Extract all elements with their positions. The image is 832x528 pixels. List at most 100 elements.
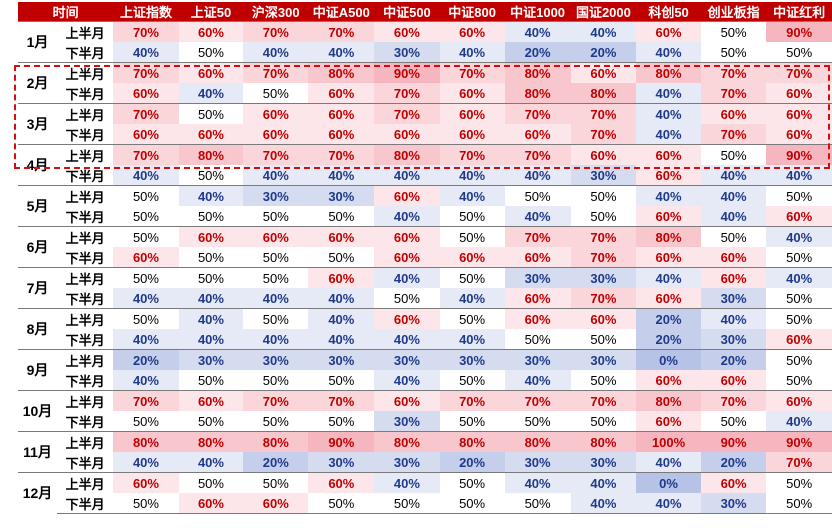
heatmap-cell: 70%: [570, 103, 637, 124]
heatmap-cell: 30%: [570, 349, 637, 370]
heatmap-cell: 20%: [439, 452, 505, 473]
heatmap-cell: 40%: [504, 370, 571, 391]
heatmap-cell: 60%: [504, 124, 571, 145]
heatmap-cell: 50%: [570, 411, 637, 432]
heatmap-cell: 60%: [374, 124, 440, 145]
heatmap-cell: 30%: [570, 452, 637, 473]
heatmap-cell: 50%: [178, 165, 244, 186]
heatmap-cell: 30%: [374, 452, 440, 473]
heatmap-cell: 60%: [243, 493, 309, 514]
heatmap-cell: 40%: [374, 165, 440, 186]
heatmap-cell: 60%: [504, 247, 571, 268]
heatmap-cell: 50%: [178, 103, 244, 124]
heatmap-cell: 40%: [766, 226, 832, 247]
heatmap-cell: 40%: [113, 165, 179, 186]
heatmap-cell: 50%: [113, 206, 179, 227]
heatmap-cell: 30%: [243, 185, 309, 206]
heatmap-cell: 60%: [113, 83, 179, 104]
heatmap-cell: 70%: [374, 83, 440, 104]
heatmap-cell: 60%: [504, 288, 571, 309]
table-row: 下半月 50% 50% 50% 50% 30% 50% 50% 50% 60% 50% 40%: [18, 411, 832, 432]
heatmap-cell: 50%: [243, 267, 309, 288]
heatmap-cell: 50%: [439, 493, 505, 514]
heatmap-cell: 60%: [374, 308, 440, 329]
column-header: 上证指数: [113, 2, 179, 22]
heatmap-cell: 80%: [570, 83, 637, 104]
heatmap-cell: 70%: [700, 124, 767, 145]
heatmap-cell: 30%: [700, 329, 767, 350]
heatmap-cell: 50%: [243, 247, 309, 268]
heatmap-cell: 40%: [308, 288, 375, 309]
heatmap-cell: 40%: [439, 42, 505, 63]
table-row: 4月 上半月 70% 80% 70% 70% 80% 70% 70% 60% 60% 50% 90%: [18, 144, 832, 186]
half-month-label: 上半月: [57, 62, 114, 83]
half-month-label: 上半月: [57, 308, 114, 329]
heatmap-cell: 60%: [374, 390, 440, 411]
heatmap-cell: 70%: [113, 390, 179, 411]
heatmap-cell: 50%: [700, 226, 767, 247]
heatmap-cell: 50%: [439, 206, 505, 227]
heatmap-cell: 30%: [700, 493, 767, 514]
heatmap-cell: 90%: [374, 62, 440, 83]
month-label: 1月: [18, 21, 57, 63]
heatmap-cell: 80%: [439, 431, 505, 452]
half-month-label: 上半月: [57, 21, 114, 42]
heatmap-cell: 40%: [178, 185, 244, 206]
heatmap-cell: 50%: [504, 329, 571, 350]
table-row: 3月 上半月 70% 50% 60% 60% 70% 60% 70% 70% 40% 60% 60%: [18, 103, 832, 145]
heatmap-cell: 30%: [178, 349, 244, 370]
heatmap-cell: 20%: [504, 42, 571, 63]
heatmap-cell: 40%: [570, 472, 637, 493]
heatmap-cell: 60%: [700, 267, 767, 288]
heatmap-cell: 70%: [700, 390, 767, 411]
half-month-label: 上半月: [57, 103, 114, 124]
heatmap-cell: 40%: [766, 267, 832, 288]
corner-header: 时间: [18, 2, 114, 22]
heatmap-cell: 40%: [178, 329, 244, 350]
half-month-label: 下半月: [57, 42, 114, 63]
heatmap-cell: 60%: [439, 124, 505, 145]
heatmap-cell: 70%: [243, 62, 309, 83]
heatmap-cell: 30%: [504, 349, 571, 370]
heatmap-cell: 50%: [570, 370, 637, 391]
heatmap-cell: 30%: [374, 411, 440, 432]
heatmap-cell: 60%: [439, 83, 505, 104]
heatmap-cell: 40%: [113, 329, 179, 350]
heatmap-cell: 40%: [178, 288, 244, 309]
half-month-label: 上半月: [57, 185, 114, 206]
header-row: 时间 上证指数 上证50 沪深300 中证A500 中证500 中证800 中证1000 国证…: [18, 2, 832, 22]
half-month-label: 上半月: [57, 472, 114, 493]
heatmap-cell: 80%: [636, 62, 701, 83]
heatmap-cell: 40%: [113, 288, 179, 309]
heatmap-cell: 40%: [504, 472, 571, 493]
heatmap-cell: 60%: [700, 472, 767, 493]
table-row: 下半月 60% 50% 50% 50% 60% 60% 60% 70% 60% 60% 50%: [18, 247, 832, 268]
heatmap-cell: 50%: [113, 185, 179, 206]
column-header: 中证A500: [308, 2, 375, 22]
heatmap-cell: 50%: [766, 288, 832, 309]
heatmap-cell: 60%: [178, 493, 244, 514]
heatmap-cell: 40%: [766, 165, 832, 186]
heatmap-cell: 40%: [636, 185, 701, 206]
heatmap-cell: 50%: [439, 226, 505, 247]
heatmap-cell: 60%: [570, 308, 637, 329]
heatmap-cell: 20%: [243, 452, 309, 473]
heatmap-cell: 50%: [113, 308, 179, 329]
heatmap-cell: 0%: [636, 349, 701, 370]
heatmap-cell: 60%: [113, 124, 179, 145]
heatmap-cell: 50%: [504, 493, 571, 514]
heatmap-cell: 70%: [308, 144, 375, 165]
month-label: 10月: [18, 390, 57, 432]
month-label: 9月: [18, 349, 57, 391]
heatmap-cell: 60%: [636, 165, 701, 186]
heatmap-cell: 40%: [700, 308, 767, 329]
heatmap-cell: 50%: [766, 472, 832, 493]
heatmap-cell: 20%: [636, 329, 701, 350]
heatmap-cell: 60%: [636, 370, 701, 391]
heatmap-cell: 50%: [766, 308, 832, 329]
heatmap-cell: 60%: [439, 21, 505, 42]
heatmap-cell: 30%: [504, 452, 571, 473]
heatmap-cell: 60%: [308, 267, 375, 288]
heatmap-cell: 50%: [700, 21, 767, 42]
half-month-label: 下半月: [57, 329, 114, 350]
